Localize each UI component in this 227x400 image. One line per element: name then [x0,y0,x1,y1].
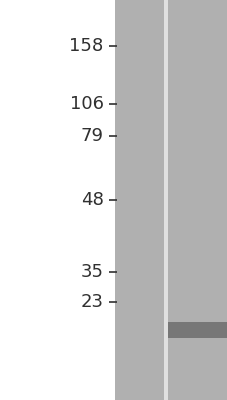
Text: 158: 158 [69,37,103,55]
Bar [115,0,163,400]
Bar [167,322,227,338]
Text: 79: 79 [80,127,103,145]
Text: 106: 106 [69,95,103,113]
Text: 35: 35 [80,263,103,281]
Bar [163,0,167,400]
Text: 23: 23 [80,293,103,311]
Text: 48: 48 [81,191,103,209]
Bar [167,0,227,400]
